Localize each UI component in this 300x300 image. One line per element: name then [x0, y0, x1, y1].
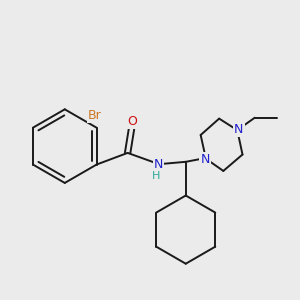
Text: N: N	[234, 123, 244, 136]
Text: N: N	[154, 158, 163, 171]
Text: O: O	[128, 115, 138, 128]
Text: H: H	[152, 171, 160, 181]
Text: N: N	[200, 153, 210, 166]
Text: Br: Br	[88, 109, 102, 122]
